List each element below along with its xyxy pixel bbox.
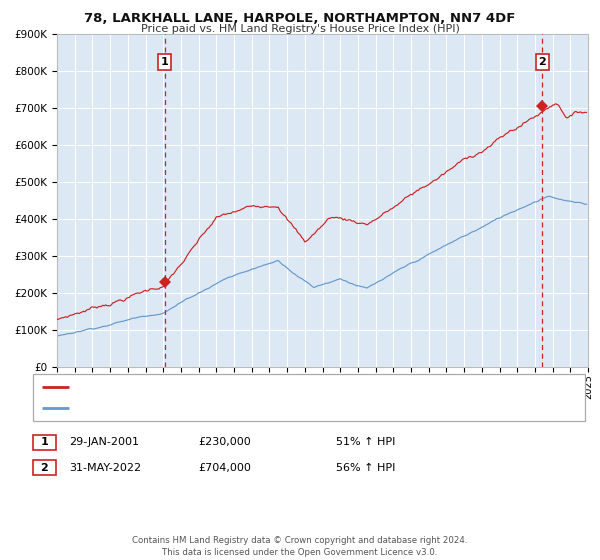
Text: HPI: Average price, detached house, West Northamptonshire: HPI: Average price, detached house, West… <box>72 403 369 413</box>
Text: 78, LARKHALL LANE, HARPOLE, NORTHAMPTON, NN7 4DF: 78, LARKHALL LANE, HARPOLE, NORTHAMPTON,… <box>85 12 515 25</box>
Text: Price paid vs. HM Land Registry's House Price Index (HPI): Price paid vs. HM Land Registry's House … <box>140 24 460 34</box>
Text: 1: 1 <box>161 57 169 67</box>
Text: 51% ↑ HPI: 51% ↑ HPI <box>336 437 395 447</box>
Text: 2: 2 <box>538 57 546 67</box>
Text: £704,000: £704,000 <box>198 463 251 473</box>
Text: 31-MAY-2022: 31-MAY-2022 <box>69 463 141 473</box>
Text: 56% ↑ HPI: 56% ↑ HPI <box>336 463 395 473</box>
Text: 29-JAN-2001: 29-JAN-2001 <box>69 437 139 447</box>
Text: 2: 2 <box>41 463 48 473</box>
Text: 1: 1 <box>41 437 48 447</box>
Text: 78, LARKHALL LANE, HARPOLE, NORTHAMPTON, NN7 4DF (detached house): 78, LARKHALL LANE, HARPOLE, NORTHAMPTON,… <box>72 382 444 392</box>
Text: Contains HM Land Registry data © Crown copyright and database right 2024.
This d: Contains HM Land Registry data © Crown c… <box>132 536 468 557</box>
Text: £230,000: £230,000 <box>198 437 251 447</box>
